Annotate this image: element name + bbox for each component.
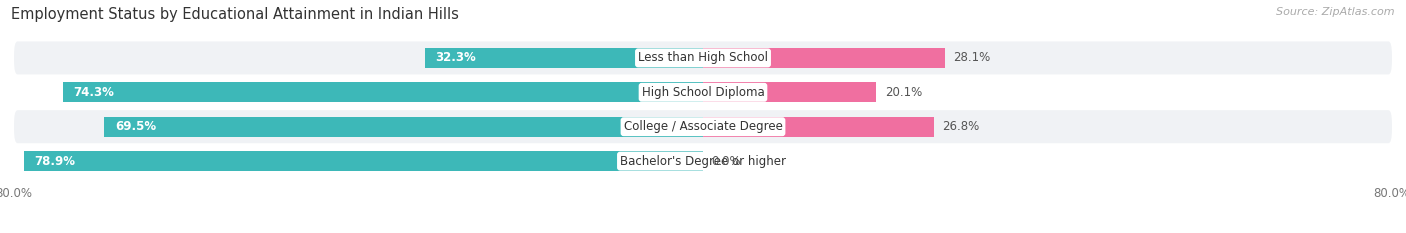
- Bar: [104, 117, 703, 137]
- Bar: [703, 48, 945, 68]
- Bar: [703, 82, 876, 102]
- FancyBboxPatch shape: [14, 110, 1392, 143]
- Bar: [24, 151, 703, 171]
- Text: 28.1%: 28.1%: [953, 51, 991, 64]
- Legend: In Labor Force, Unemployed: In Labor Force, Unemployed: [593, 229, 813, 233]
- Text: Less than High School: Less than High School: [638, 51, 768, 64]
- Text: 26.8%: 26.8%: [942, 120, 980, 133]
- Text: Employment Status by Educational Attainment in Indian Hills: Employment Status by Educational Attainm…: [11, 7, 460, 22]
- Bar: [703, 117, 934, 137]
- Text: College / Associate Degree: College / Associate Degree: [624, 120, 782, 133]
- Text: Source: ZipAtlas.com: Source: ZipAtlas.com: [1277, 7, 1395, 17]
- Text: High School Diploma: High School Diploma: [641, 86, 765, 99]
- Text: 78.9%: 78.9%: [34, 155, 75, 168]
- FancyBboxPatch shape: [14, 41, 1392, 74]
- Bar: [425, 48, 703, 68]
- FancyBboxPatch shape: [14, 76, 1392, 109]
- Text: 74.3%: 74.3%: [73, 86, 114, 99]
- Text: 69.5%: 69.5%: [115, 120, 156, 133]
- FancyBboxPatch shape: [14, 145, 1392, 178]
- Text: 32.3%: 32.3%: [436, 51, 475, 64]
- Text: Bachelor's Degree or higher: Bachelor's Degree or higher: [620, 155, 786, 168]
- Text: 20.1%: 20.1%: [884, 86, 922, 99]
- Text: 0.0%: 0.0%: [711, 155, 741, 168]
- Bar: [63, 82, 703, 102]
